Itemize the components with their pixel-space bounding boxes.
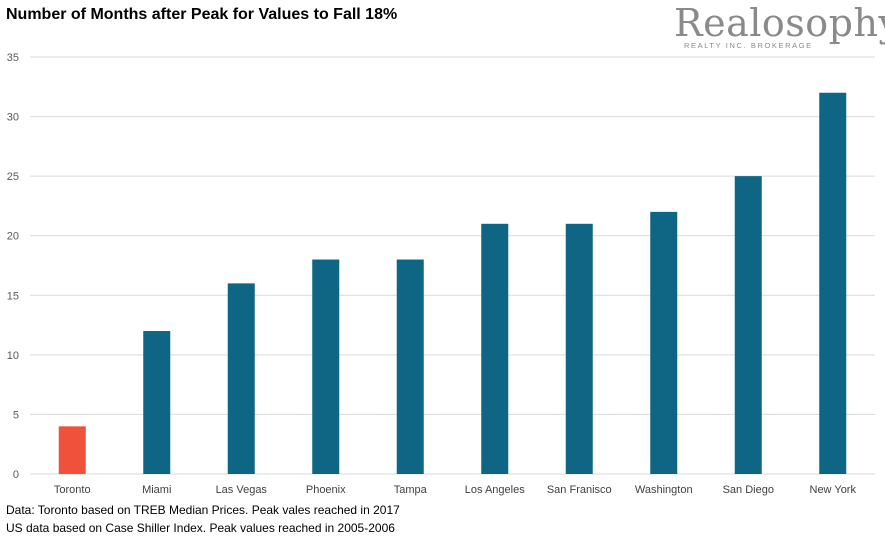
bar-washington xyxy=(650,211,678,474)
bar-san-diego xyxy=(734,176,762,474)
x-tick-label: San Franisco xyxy=(547,484,612,496)
x-tick-label: New York xyxy=(810,484,857,496)
y-tick-label: 30 xyxy=(7,112,19,124)
x-tick-label: Las Vegas xyxy=(216,484,268,496)
y-tick-label: 20 xyxy=(7,231,19,243)
gridlines xyxy=(30,56,875,475)
y-tick-label: 25 xyxy=(7,171,19,183)
logo-wordmark: Realosophy xyxy=(674,1,885,45)
y-tick-label: 15 xyxy=(7,290,19,302)
bar-tampa xyxy=(396,259,424,474)
footnote-data-source: Data: Toronto based on TREB Median Price… xyxy=(6,503,400,517)
x-tick-label: Toronto xyxy=(54,484,91,496)
bars xyxy=(58,92,847,474)
realosophy-logo: Realosophy REALTY INC. BROKERAGE xyxy=(674,1,885,50)
x-tick-label: Miami xyxy=(142,484,171,496)
y-tick-label: 10 xyxy=(7,350,19,362)
bar-miami xyxy=(143,331,171,474)
x-tick-label: Washington xyxy=(635,484,693,496)
bar-chart: 0 5 10 15 20 25 30 35 Toronto Miami Las Vegas Phoe… xyxy=(7,52,875,496)
x-tick-label: San Diego xyxy=(723,484,774,496)
chart-title: Number of Months after Peak for Values t… xyxy=(6,6,398,23)
bar-toronto xyxy=(58,426,86,474)
y-tick-label: 35 xyxy=(7,52,19,64)
x-axis-ticks: Toronto Miami Las Vegas Phoenix Tampa Los Ang… xyxy=(54,484,857,496)
bar-san-franisco xyxy=(565,223,593,474)
footnote-us-data: US data based on Case Shiller Index. Pea… xyxy=(6,521,395,535)
bar-los-angeles xyxy=(481,223,509,474)
logo-tagline: REALTY INC. BROKERAGE xyxy=(684,41,813,50)
y-tick-label: 5 xyxy=(13,409,19,421)
bar-new-york xyxy=(819,92,847,474)
x-tick-label: Los Angeles xyxy=(465,484,525,496)
bar-las-vegas xyxy=(227,283,255,474)
y-axis-ticks: 0 5 10 15 20 25 30 35 xyxy=(7,52,19,481)
y-tick-label: 0 xyxy=(13,469,19,481)
x-tick-label: Tampa xyxy=(394,484,428,496)
bar-phoenix xyxy=(312,259,340,474)
x-tick-label: Phoenix xyxy=(306,484,346,496)
